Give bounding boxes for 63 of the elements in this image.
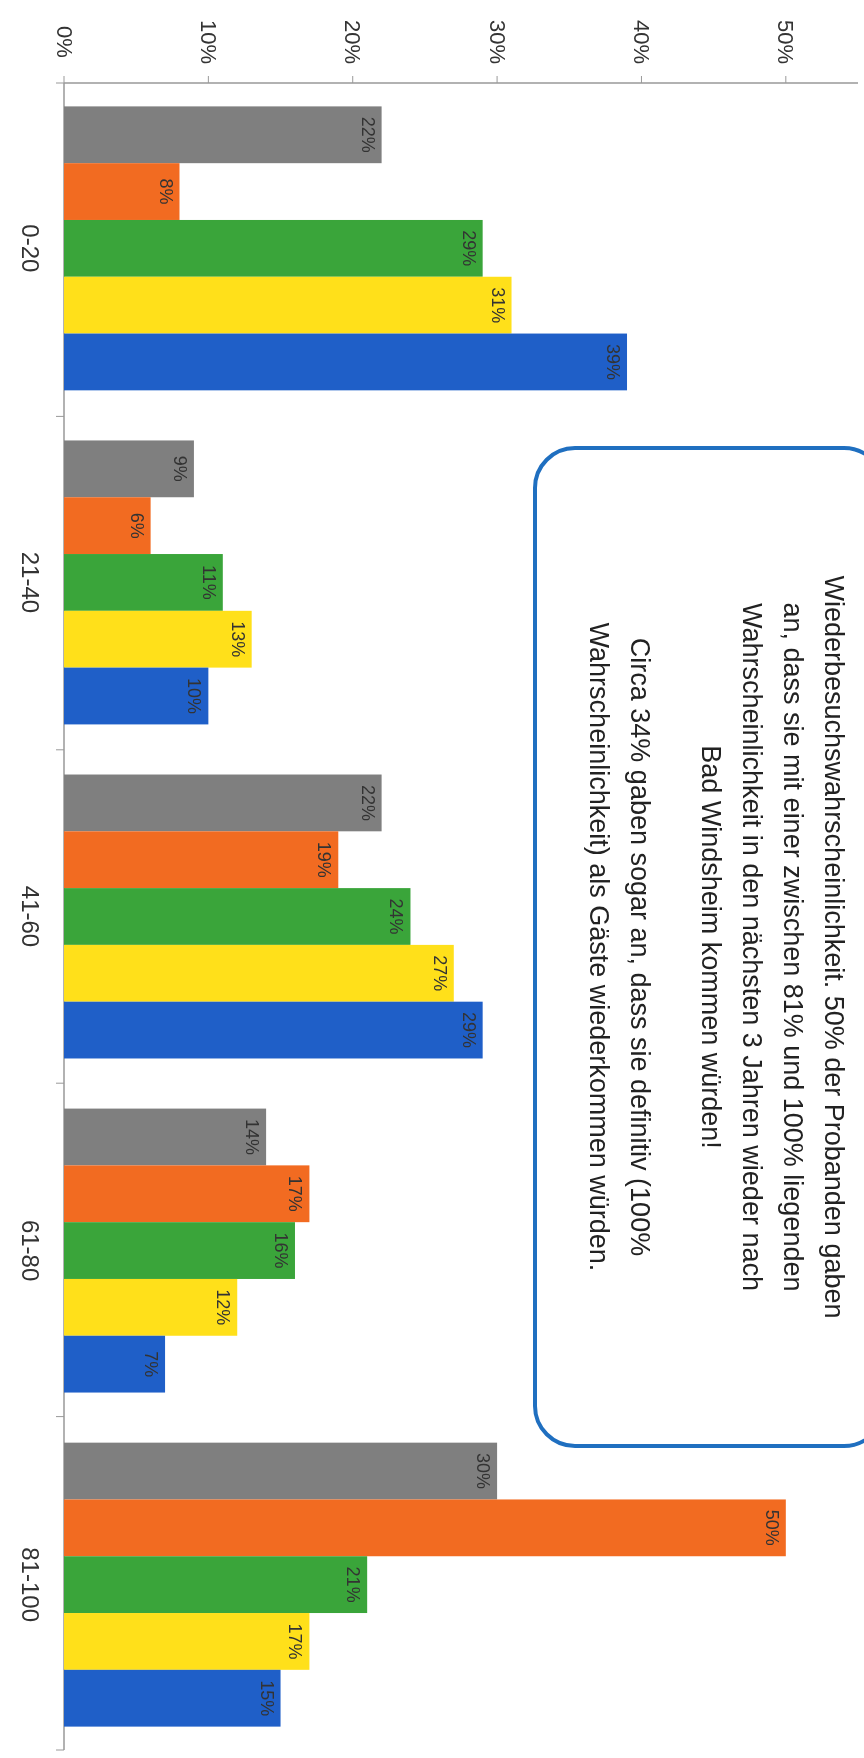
- bar: [64, 440, 194, 498]
- text: 22%: [357, 784, 378, 821]
- y-tick-label: 21-40: [16, 551, 44, 614]
- bar: [64, 554, 223, 611]
- bar: [64, 1165, 310, 1223]
- x-tick-label: 0%: [51, 26, 77, 58]
- text: 39%: [603, 343, 624, 380]
- bar: [64, 1278, 238, 1336]
- text: 6%: [126, 512, 147, 539]
- text: 7%: [141, 1351, 162, 1378]
- y-tick-label: 0-20: [16, 224, 44, 273]
- text: 27%: [429, 955, 450, 992]
- bar: [64, 1001, 483, 1059]
- text: 8%: [155, 178, 176, 205]
- text: 29%: [458, 1012, 479, 1049]
- bar: [64, 1222, 295, 1279]
- text: 50%: [761, 1509, 782, 1546]
- text: 19%: [314, 841, 335, 878]
- bar: [64, 163, 180, 220]
- text: 24%: [386, 898, 407, 935]
- text: 10%: [184, 678, 205, 715]
- bar: [64, 1613, 310, 1670]
- bar: [64, 888, 411, 945]
- text: 15%: [256, 1680, 277, 1717]
- x-tick-label: 10%: [195, 19, 221, 65]
- text: 9%: [169, 455, 190, 482]
- x-tick-label: 40%: [628, 19, 654, 65]
- text: 17%: [285, 1623, 306, 1660]
- bar: [64, 497, 151, 555]
- bar: [64, 667, 209, 725]
- text: 22%: [357, 116, 378, 153]
- bar: [64, 219, 483, 277]
- bar: [64, 106, 382, 164]
- y-tick-label: 81-100: [16, 1547, 44, 1622]
- y-tick-label: 41-60: [16, 885, 44, 948]
- bar: [64, 1556, 368, 1614]
- text: 11%: [198, 565, 219, 600]
- annotation: Wiederbesuchswahrscheinlichkeit. 50% der Probanden gaben an, dass sie mit einer zwischen 81% und 100% liegenden Wahrscheinlichkeit in den nächsten 3 Jahren wieder nach Bad Windsheim kommen würden!: [696, 575, 849, 1319]
- x-tick-label: 50%: [773, 19, 799, 65]
- text: 13%: [227, 621, 248, 658]
- bar: [64, 831, 339, 889]
- text: 29%: [458, 230, 479, 267]
- annotation: Circa 34% gaben sogar an, dass sie definitiv (100% Wahrscheinlichkeit) als Gäste wiederkommen würden.: [584, 622, 655, 1272]
- bar: [64, 333, 628, 391]
- bar: [64, 1335, 166, 1393]
- y-tick-label: 61-80: [16, 1219, 44, 1282]
- text: 17%: [285, 1175, 306, 1212]
- text: 31%: [487, 287, 508, 324]
- text: 12%: [213, 1289, 234, 1326]
- bar: [64, 774, 382, 832]
- text: 14%: [242, 1118, 263, 1155]
- text: 16%: [270, 1232, 291, 1269]
- bar: [64, 1442, 498, 1500]
- text: 21%: [343, 1566, 364, 1603]
- bar: [64, 610, 252, 668]
- x-tick-label: 30%: [484, 19, 510, 65]
- bar: [64, 276, 512, 334]
- bar: [64, 1669, 281, 1727]
- x-tick-label: 20%: [340, 19, 366, 65]
- text: 30%: [473, 1453, 494, 1490]
- bar: [64, 1499, 786, 1557]
- bar: [64, 1108, 267, 1166]
- bar: [64, 944, 454, 1002]
